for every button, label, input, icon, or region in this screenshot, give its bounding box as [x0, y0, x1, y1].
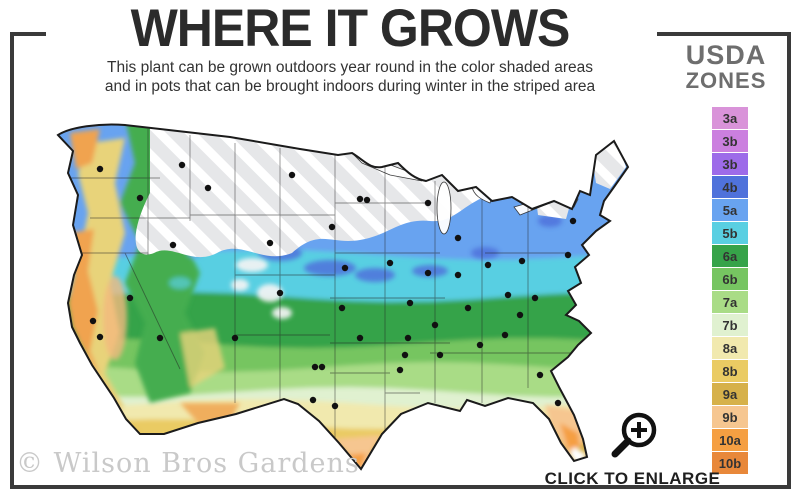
legend-title-zones: ZONES	[685, 68, 767, 93]
usda-zones-legend-title: USDA ZONES	[678, 42, 774, 93]
warm-zone-patches	[332, 405, 587, 469]
zone-swatch-10b: 10b	[712, 452, 748, 474]
zone-swatch-7a: 7a	[712, 291, 748, 313]
zone-swatch-8b: 8b	[712, 360, 748, 382]
usda-zone-map	[30, 103, 670, 473]
zone-swatch-5b: 5b	[712, 222, 748, 244]
zone-swatch-3b: 3b	[712, 153, 748, 175]
border-top-left-stub	[10, 32, 46, 36]
subtitle-line-1: This plant can be grown outdoors year ro…	[107, 59, 593, 76]
zone-swatch-3a: 3a	[712, 107, 748, 129]
usa-map-svg	[57, 123, 629, 471]
subtitle: This plant can be grown outdoors year ro…	[40, 58, 660, 97]
zone-swatch-3b: 3b	[712, 130, 748, 152]
zone-swatch-9a: 9a	[712, 383, 748, 405]
click-to-enlarge-button[interactable]: CLICK TO ENLARGE	[540, 408, 725, 489]
image-border	[10, 32, 791, 489]
subtitle-line-2: and in pots that can be brought indoors …	[104, 78, 596, 96]
zone-swatch-9b: 9b	[712, 406, 748, 428]
magnifier-plus-icon	[611, 412, 656, 458]
header: WHERE IT GROWS This plant can be grown o…	[40, 0, 660, 97]
zone-swatch-6a: 6a	[712, 245, 748, 267]
watermark: © Wilson Bros Gardens	[16, 448, 360, 479]
border-top-right-stub	[657, 32, 787, 36]
zone-swatch-10a: 10a	[712, 429, 748, 451]
page-title: WHERE IT GROWS	[130, 0, 571, 58]
zone-swatch-5a: 5a	[712, 199, 748, 221]
zone-swatch-4b: 4b	[712, 176, 748, 198]
zone-swatch-8a: 8a	[712, 337, 748, 359]
state-borders	[70, 129, 575, 441]
click-to-enlarge-label: CLICK TO ENLARGE	[544, 469, 721, 488]
zone-color-legend: 3a 3b 3b 4b 5a 5b 6a 6b 7a 7b 8a 8b 9a 9b 10a 10b	[712, 107, 748, 475]
zone-swatch-6b: 6b	[712, 268, 748, 290]
legend-title-usda: USDA	[685, 40, 767, 70]
zone-swatch-7b: 7b	[712, 314, 748, 336]
